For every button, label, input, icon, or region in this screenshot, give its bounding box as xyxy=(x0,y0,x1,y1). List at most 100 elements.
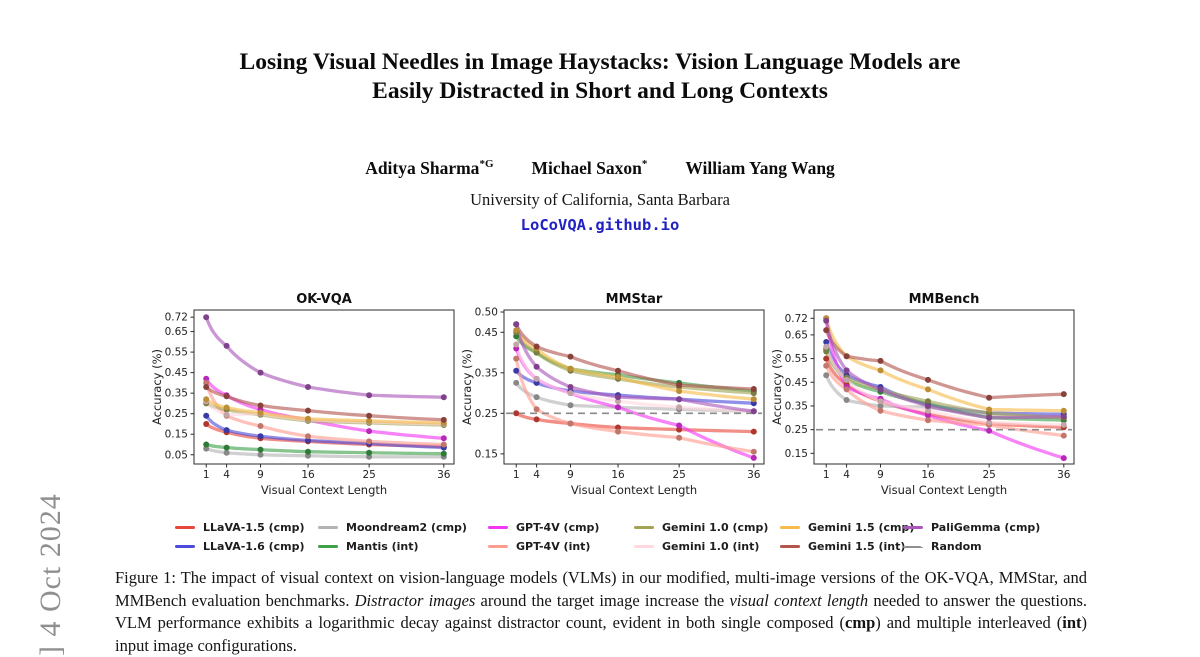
legend-column: LLaVA-1.5 (cmp) LLaVA-1.6 (cmp) xyxy=(175,518,305,556)
caption-segment: cmp xyxy=(845,613,876,633)
author-name: Michael Saxon* xyxy=(531,158,648,178)
data-point xyxy=(843,386,850,393)
legend-entry: LLaVA-1.5 (cmp) xyxy=(175,518,305,537)
legend-column: GPT-4V (cmp) GPT-4V (int) xyxy=(488,518,599,556)
chart-title: MMBench xyxy=(909,292,980,307)
data-point xyxy=(615,367,621,374)
x-tick-label: 36 xyxy=(437,469,451,481)
legend-entry: GPT-4V (int) xyxy=(488,537,599,556)
data-point xyxy=(676,396,683,403)
data-point xyxy=(366,428,373,435)
data-point xyxy=(986,394,993,401)
data-point xyxy=(925,417,931,424)
data-point xyxy=(615,398,621,405)
series-line xyxy=(514,322,756,413)
legend-dashed-line-swatch xyxy=(903,545,923,548)
data-point xyxy=(366,449,373,456)
data-point xyxy=(1060,421,1067,428)
y-tick-label: 0.25 xyxy=(475,408,498,420)
data-point xyxy=(615,404,621,411)
legend-entry: LLaVA-1.6 (cmp) xyxy=(175,537,305,556)
y-tick-label: 0.35 xyxy=(475,367,498,379)
data-point xyxy=(305,384,311,390)
legend-entry: GPT-4V (cmp) xyxy=(488,518,599,537)
legend-entry: Gemini 1.5 (cmp) xyxy=(780,518,914,537)
x-tick-label: 4 xyxy=(533,469,540,481)
caption-segment: int xyxy=(1062,613,1082,633)
x-tick-label: 9 xyxy=(257,469,264,481)
data-point xyxy=(877,367,884,374)
series-line xyxy=(514,342,756,413)
chart-mmstar: MMStar 0.50 0.45 0.35 0.25 0.15 1 4 9 16 25 36 Visua… xyxy=(460,292,765,497)
legend-entry: Gemini 1.0 (int) xyxy=(634,537,768,556)
legend-label: GPT-4V (cmp) xyxy=(516,521,600,534)
y-tick-label: 0.15 xyxy=(475,448,498,460)
data-point xyxy=(615,373,621,380)
data-point xyxy=(366,417,373,424)
legend-entry: PaliGemma (cmp) xyxy=(903,518,1040,537)
data-point xyxy=(750,428,757,435)
data-point xyxy=(366,412,373,419)
data-point xyxy=(203,314,210,321)
legend-column: PaliGemma (cmp) Random xyxy=(903,518,1040,556)
data-point xyxy=(223,342,230,349)
data-point xyxy=(925,386,931,393)
series-line xyxy=(204,446,446,459)
x-tick-label: 16 xyxy=(921,469,935,481)
y-tick-label: 0.50 xyxy=(475,307,498,319)
legend-label: Moondream2 (cmp) xyxy=(346,521,467,534)
paper-title-line1: Losing Visual Needles in Image Haystacks… xyxy=(239,49,961,75)
y-tick-label: 0.35 xyxy=(165,388,188,400)
legend-entry: Gemini 1.5 (int) xyxy=(780,537,914,556)
data-point xyxy=(615,428,621,435)
data-point xyxy=(305,437,311,444)
y-axis-label: Accuracy (%) xyxy=(770,349,784,425)
data-point xyxy=(533,349,540,356)
legend-label: Gemini 1.0 (cmp) xyxy=(662,521,769,534)
data-point xyxy=(567,402,574,409)
data-point xyxy=(513,367,520,374)
data-point xyxy=(877,407,884,414)
chart-title: MMStar xyxy=(606,292,663,307)
data-point xyxy=(750,390,757,397)
data-point xyxy=(257,402,264,409)
data-point xyxy=(203,396,210,403)
data-point xyxy=(203,375,210,382)
paper-title: Losing Visual Needles in Image Haystacks… xyxy=(0,48,1200,105)
y-tick-label: 0.15 xyxy=(785,448,808,460)
y-tick-label: 0.45 xyxy=(475,327,498,339)
x-tick-label: 9 xyxy=(567,469,574,481)
data-point xyxy=(925,403,931,409)
data-point xyxy=(533,406,540,413)
data-point xyxy=(440,450,447,457)
series-line xyxy=(824,345,1066,427)
data-point xyxy=(203,412,210,419)
data-point xyxy=(223,393,230,400)
y-tick-label: 0.45 xyxy=(165,367,188,379)
data-point xyxy=(513,410,520,417)
data-point xyxy=(676,422,683,429)
data-point xyxy=(513,341,520,348)
x-axis-label: Visual Context Length xyxy=(571,483,697,497)
project-link[interactable]: LoCoVQA.github.io xyxy=(520,216,680,234)
data-point xyxy=(676,426,683,433)
data-point xyxy=(823,317,830,324)
legend-entry: Moondream2 (cmp) xyxy=(318,518,467,537)
series-line xyxy=(204,442,446,456)
data-point xyxy=(1060,391,1067,398)
legend-label: Gemini 1.0 (int) xyxy=(662,540,760,553)
data-point xyxy=(366,438,373,445)
series-line xyxy=(204,385,446,422)
data-point xyxy=(203,441,210,448)
x-tick-label: 36 xyxy=(1057,469,1071,481)
y-tick-label: 0.65 xyxy=(165,326,188,338)
legend-line-swatch xyxy=(175,525,195,530)
series-line xyxy=(824,364,1066,438)
data-point xyxy=(843,397,850,403)
data-point xyxy=(533,375,540,382)
data-point xyxy=(533,343,540,350)
data-point xyxy=(925,412,931,419)
series-line xyxy=(514,328,756,401)
legend-line-swatch xyxy=(903,525,923,530)
